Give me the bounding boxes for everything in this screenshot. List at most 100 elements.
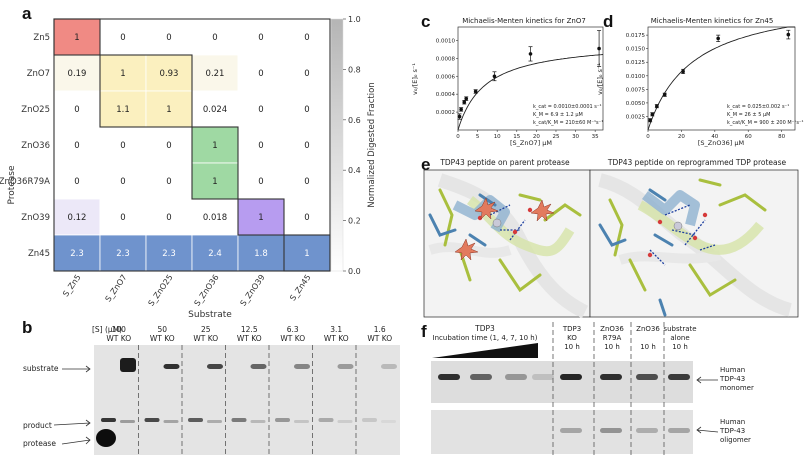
heatmap-cell-label: 2.3 (162, 249, 176, 259)
heatmap-cell (283, 18, 331, 56)
heatmap-column-labels: S_Zn5 S_ZnO7 S_ZnO25 S_ZnO36 S_ZnO39 S_Zn45 (61, 273, 313, 308)
heatmap-group-frame (99, 54, 193, 128)
heatmap-row-label: ZnO36 (21, 141, 50, 151)
data-point (462, 100, 467, 105)
heatmap-cell (191, 18, 239, 56)
gel-b-substrate-label: substrate (23, 364, 59, 373)
y-tick-label: 0.0025 (626, 114, 646, 120)
gel-b-substrate-band (207, 364, 223, 369)
panel-label-c: c (421, 12, 431, 31)
gel-b-lane-label: WT KO (106, 334, 131, 343)
gel-b-image (94, 345, 400, 455)
heatmap-cell-label: 0 (304, 105, 309, 115)
heatmap-cell-label: 0 (120, 213, 125, 223)
heatmap-cell-label: 1 (120, 69, 125, 79)
structure-right-title: TDP43 peptide on reprogrammed TDP protea… (607, 158, 787, 167)
heatmap-group-frame (53, 18, 331, 272)
data-point (662, 92, 667, 97)
gel-b-substrate-band (250, 364, 267, 369)
gel-b-substrate-band (337, 364, 354, 369)
gel-f-monomer-band (532, 374, 554, 380)
heatmap-cell-label: 2.3 (70, 249, 84, 259)
gel-f-panel: TDP3 Incubation time (1, 4, 7, 10 h) TDP… (431, 322, 754, 456)
heatmap-cell-label: 0 (304, 213, 309, 223)
colorbar-tick-label: 0.4 (348, 166, 361, 175)
x-tick-label: 60 (745, 134, 752, 140)
gel-b-conc-label: 25 (201, 325, 211, 334)
heatmap-cell-label: 0.21 (206, 69, 225, 79)
gel-b-faint-band (120, 420, 135, 423)
heatmap-cell-label: 0 (304, 33, 309, 43)
gel-b-product-band (188, 418, 203, 422)
gel-f-monomer-band (600, 374, 622, 380)
heatmap-group-frame (191, 126, 239, 200)
heatmap-group-frame (237, 198, 285, 236)
heatmap-cell (283, 198, 331, 236)
gel-b-faint-band (163, 420, 179, 423)
x-tick-label: 80 (778, 134, 785, 140)
heatmap-row-label: ZnO7 (27, 69, 50, 79)
gel-f-bands (438, 374, 690, 433)
x-tick-label: 5 (476, 134, 480, 140)
gel-f-monomer-band (636, 374, 658, 380)
gel-f-incubation-title: TDP3 (474, 324, 495, 333)
gel-b-substrate-band (294, 364, 310, 369)
chart-d-title: Michaelis-Menten kinetics for Zn45 (651, 17, 774, 25)
heatmap-cell (145, 90, 193, 128)
data-point (650, 112, 655, 117)
gel-b-faint-band (294, 420, 309, 423)
heatmap-cell-label: 0 (304, 141, 309, 151)
gel-b-lane-label: WT KO (193, 334, 218, 343)
y-tick-label: 0.0075 (626, 87, 646, 93)
panel-label-e: e (421, 155, 431, 174)
heatmap-row-label: ZnO25 (21, 105, 50, 115)
gel-b-conc-label: 1.6 (374, 325, 386, 334)
structure-panel: TDP43 peptide on parent protease TDP43 p… (423, 158, 799, 319)
heatmap-cell-label: 1.8 (254, 249, 268, 259)
kinetics-chart-zno7: Michaelis-Menten kinetics for ZnO7 0 5 10 1… (411, 17, 604, 147)
heatmap-panel: 1 0 0 0 0 00.19 1 0.93 0.21 0 00 1.1 1 0.024 0 00 0 0 1 0 00… (0, 15, 377, 320)
heatmap-cell-label: 2.4 (208, 249, 222, 259)
gel-f-monomer-band (505, 374, 527, 380)
chart-c-title: Michaelis-Menten kinetics for ZnO7 (462, 17, 586, 25)
heatmap-cell-label: 1 (304, 249, 309, 259)
gel-f-group-label-line3: 10 h (604, 343, 620, 351)
x-tick-label: 0 (646, 134, 650, 140)
gel-f-group-label-line1: substrate (663, 325, 696, 333)
gel-b-product-band (101, 418, 116, 422)
heatmap-cell-label: 0.018 (203, 213, 227, 223)
gel-f-monomer-label-3: monomer (720, 384, 754, 392)
x-tick-label: 10 (494, 134, 501, 140)
gel-b-faint-band (337, 420, 353, 423)
y-tick-label: 0.0050 (626, 101, 646, 107)
data-point (492, 74, 497, 79)
gel-b-protease-blob (96, 429, 116, 447)
heatmap-cell-label: 1 (212, 141, 217, 151)
gel-f-group-label-line2: KO (567, 334, 577, 342)
heatmap-cell-label: 0 (258, 69, 263, 79)
gel-b-substrate-band (381, 364, 397, 369)
gel-f-incubation-sub: Incubation time (1, 4, 7, 10 h) (433, 334, 538, 342)
heatmap-cell-label: 0 (258, 141, 263, 151)
heatmap-row-label: ZnO39 (21, 213, 50, 223)
heatmap-cell-label: 0 (74, 141, 79, 151)
heatmap-cell-label: 0 (212, 33, 217, 43)
heatmap-cell-label: 0 (258, 33, 263, 43)
chart-d-fit-curve (647, 26, 795, 131)
gel-b-conc-label: 50 (157, 325, 167, 334)
heatmap-row-label: Zn5 (33, 33, 50, 43)
gel-f-time-wedge (432, 343, 538, 358)
heatmap-cell (191, 126, 239, 164)
data-point (459, 107, 463, 112)
gel-b-lane-label: WT KO (367, 334, 392, 343)
chart-c-xlabel: [S_ZnO7] µM (510, 139, 552, 147)
heatmap-cell (237, 90, 285, 128)
gel-f-oligomer-band (600, 428, 622, 433)
x-tick-label: 40 (711, 134, 718, 140)
gel-f-group-label-line1: ZnO36 (600, 325, 624, 333)
data-point (457, 114, 462, 119)
gel-b-product-arrow (53, 419, 91, 427)
